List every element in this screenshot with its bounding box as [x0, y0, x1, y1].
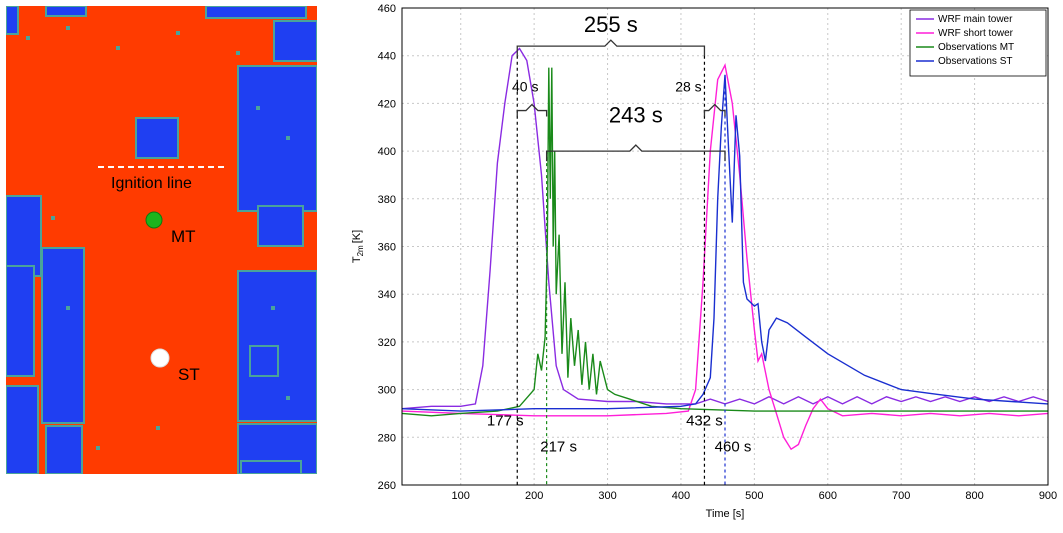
y-tick-label: 340: [378, 289, 396, 301]
temperature-chart: 255 s 243 s 40 s 28 s 177 s 217 s 432 s 460 s 1…: [340, 0, 1063, 528]
x-axis-label: Time [s]: [706, 508, 745, 520]
chart-legend: WRF main tower WRF short tower Observation…: [909, 9, 1047, 77]
annotation-time-label: 432 s: [686, 412, 723, 429]
unburned-block: [237, 65, 318, 212]
fire-map-svg: Ignition line MT ST: [5, 5, 318, 475]
y-tick-label: 320: [378, 337, 396, 349]
map-speckle: [51, 216, 55, 220]
series-line-observations-mt: [401, 67, 1048, 417]
unburned-block: [240, 460, 302, 475]
unburned-regions: [5, 5, 318, 475]
map-speckle: [26, 36, 30, 40]
ignition-line-label: Ignition line: [111, 175, 192, 192]
annotation-time-label: 217 s: [540, 439, 577, 456]
y-tick-label: 440: [378, 51, 396, 63]
chart-annotations: 255 s 243 s 40 s 28 s 177 s 217 s 432 s 460 s: [487, 12, 751, 485]
series-line-observations-st: [401, 74, 1049, 412]
annotation-bracket: [545, 144, 726, 162]
y-axis-label-sub: 2m: [356, 245, 365, 256]
annotation-duration-label: 255 s: [584, 12, 638, 37]
mt-label: MT: [171, 227, 196, 246]
y-axis-label-main: T: [351, 256, 363, 263]
y-tick-label: 400: [378, 146, 396, 158]
unburned-block: [5, 5, 19, 35]
unburned-block: [5, 195, 42, 277]
map-speckle: [156, 426, 160, 430]
unburned-block: [205, 5, 307, 19]
legend-entry: Observations MT: [938, 42, 1014, 53]
map-speckle: [256, 106, 260, 110]
map-speckle: [286, 396, 290, 400]
chart-ticks: 100 200 300 400 500 600 700 800 900 260 280 300 320 3…: [378, 3, 1058, 502]
map-speckle: [66, 26, 70, 30]
unburned-block: [249, 345, 279, 377]
x-tick-label: 600: [819, 490, 837, 502]
x-tick-label: 100: [452, 490, 470, 502]
unburned-block: [45, 5, 87, 17]
y-tick-label: 360: [378, 242, 396, 254]
unburned-block: [257, 205, 304, 247]
plot-frame: [401, 7, 1049, 486]
fire-spread-map: Ignition line MT ST: [5, 5, 318, 475]
map-speckle: [236, 51, 240, 55]
y-axis-label: T2m [K]: [351, 230, 365, 263]
unburned-block: [135, 117, 179, 159]
annotation-time-label: 460 s: [715, 439, 752, 456]
annotation-bracket: [516, 103, 548, 117]
series-line-wrf-short-tower: [401, 63, 1049, 451]
series-line-wrf-main-tower: [401, 47, 1049, 410]
y-tick-label: 380: [378, 194, 396, 206]
unburned-block: [273, 20, 318, 62]
legend-entry: Observations ST: [938, 56, 1012, 67]
x-tick-label: 300: [598, 490, 616, 502]
x-tick-label: 900: [1039, 490, 1057, 502]
y-tick-label: 260: [378, 480, 396, 492]
map-speckle: [116, 46, 120, 50]
map-speckle: [286, 136, 290, 140]
x-tick-label: 500: [745, 490, 763, 502]
map-speckle: [96, 446, 100, 450]
x-tick-label: 200: [525, 490, 543, 502]
annotation-duration-label: 243 s: [609, 102, 663, 127]
y-tick-label: 420: [378, 98, 396, 110]
x-tick-label: 400: [672, 490, 690, 502]
mt-marker-icon: [145, 211, 163, 229]
y-tick-label: 280: [378, 432, 396, 444]
y-tick-label: 300: [378, 385, 396, 397]
annotation-duration-label: 40 s: [512, 78, 538, 94]
unburned-block: [41, 247, 85, 424]
x-tick-label: 700: [892, 490, 910, 502]
x-tick-label: 800: [965, 490, 983, 502]
y-tick-label: 460: [378, 3, 396, 15]
st-label: ST: [178, 365, 200, 384]
chart-svg: 255 s 243 s 40 s 28 s 177 s 217 s 432 s 460 s 1…: [351, 3, 1058, 520]
unburned-block: [5, 385, 39, 475]
map-speckle: [271, 306, 275, 310]
map-speckle: [176, 31, 180, 35]
st-marker-icon: [150, 348, 170, 368]
annotation-duration-label: 28 s: [675, 78, 701, 94]
map-speckle: [66, 306, 70, 310]
annotation-bracket: [703, 103, 726, 117]
annotation-bracket: [516, 39, 706, 57]
legend-entry: WRF short tower: [938, 28, 1014, 39]
annotation-time-label: 177 s: [487, 412, 524, 429]
unburned-block: [5, 265, 35, 377]
legend-entry: WRF main tower: [938, 14, 1013, 25]
legend-box: [909, 9, 1047, 77]
unburned-block: [45, 425, 83, 475]
y-axis-label-unit: [K]: [351, 230, 363, 243]
